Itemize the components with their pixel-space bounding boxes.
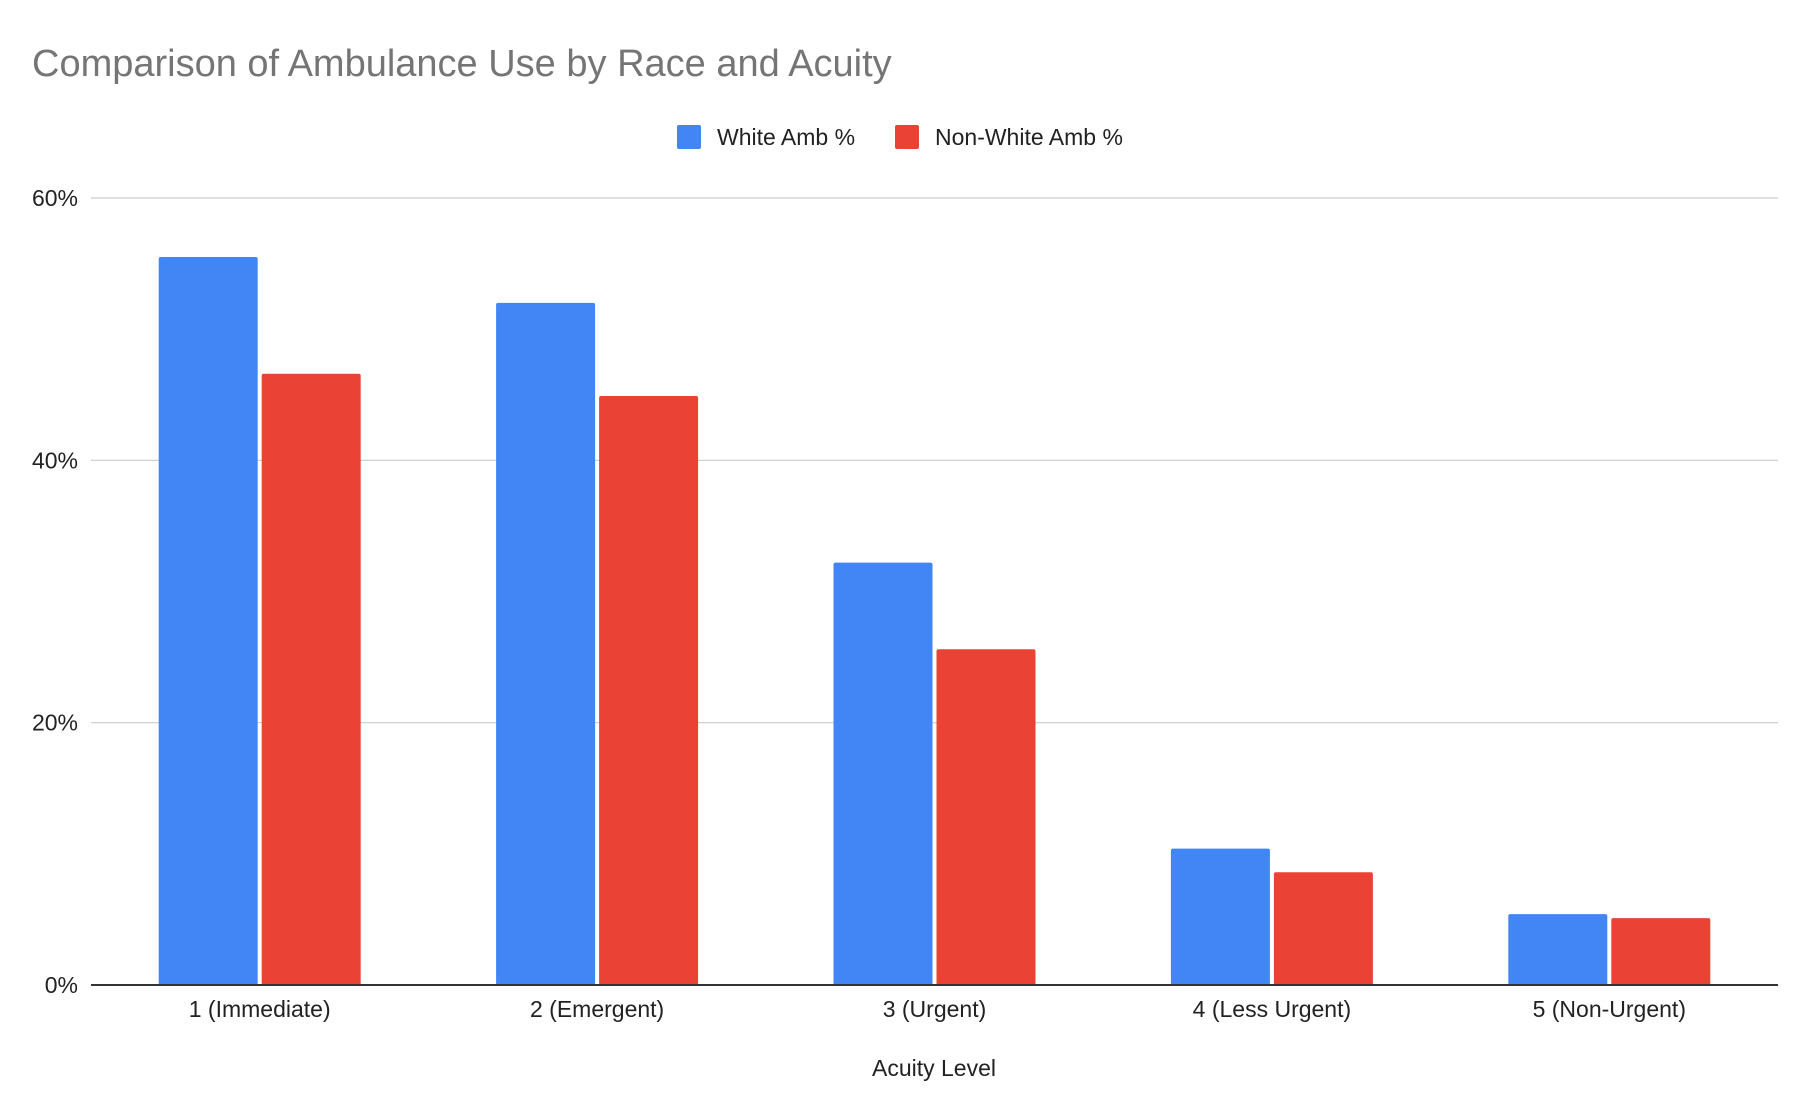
gridlines <box>91 197 1778 724</box>
x-axis-ticks: 1 (Immediate) 2 (Emergent) 3 (Urgent) 4 (Le… <box>189 996 1686 1022</box>
chart-title: Comparison of Ambulance Use by Race and … <box>32 43 892 85</box>
bar-non-white-2 <box>599 396 699 986</box>
bar-white-4 <box>1170 848 1270 985</box>
y-tick-label: 0% <box>45 972 78 998</box>
bar-non-white-1 <box>261 373 361 986</box>
x-tick-label: 1 (Immediate) <box>189 996 331 1022</box>
y-axis-ticks: 0% 20% 40% 60% <box>32 185 78 998</box>
bar-non-white-3 <box>936 649 1036 985</box>
bar-non-white-4 <box>1273 872 1373 985</box>
y-tick-label: 20% <box>32 710 78 736</box>
x-tick-label: 2 (Emergent) <box>530 996 664 1022</box>
x-tick-label: 4 (Less Urgent) <box>1193 996 1352 1022</box>
bar-white-3 <box>833 562 933 985</box>
bar-white-5 <box>1508 914 1608 985</box>
legend-label: Non-White Amb % <box>935 124 1123 150</box>
x-tick-label: 3 (Urgent) <box>883 996 987 1022</box>
y-tick-label: 60% <box>32 185 78 211</box>
legend-swatch <box>677 125 701 149</box>
bar-white-2 <box>496 302 596 985</box>
x-tick-label: 5 (Non-Urgent) <box>1533 996 1686 1022</box>
legend-label: White Amb % <box>717 124 855 150</box>
bar-white-1 <box>158 257 258 985</box>
legend-swatch <box>895 125 919 149</box>
bar-non-white-5 <box>1611 918 1711 985</box>
y-tick-label: 40% <box>32 447 78 473</box>
legend: White Amb % Non-White Amb % <box>677 124 1123 150</box>
bars <box>158 257 1711 986</box>
x-axis-title: Acuity Level <box>872 1055 996 1081</box>
